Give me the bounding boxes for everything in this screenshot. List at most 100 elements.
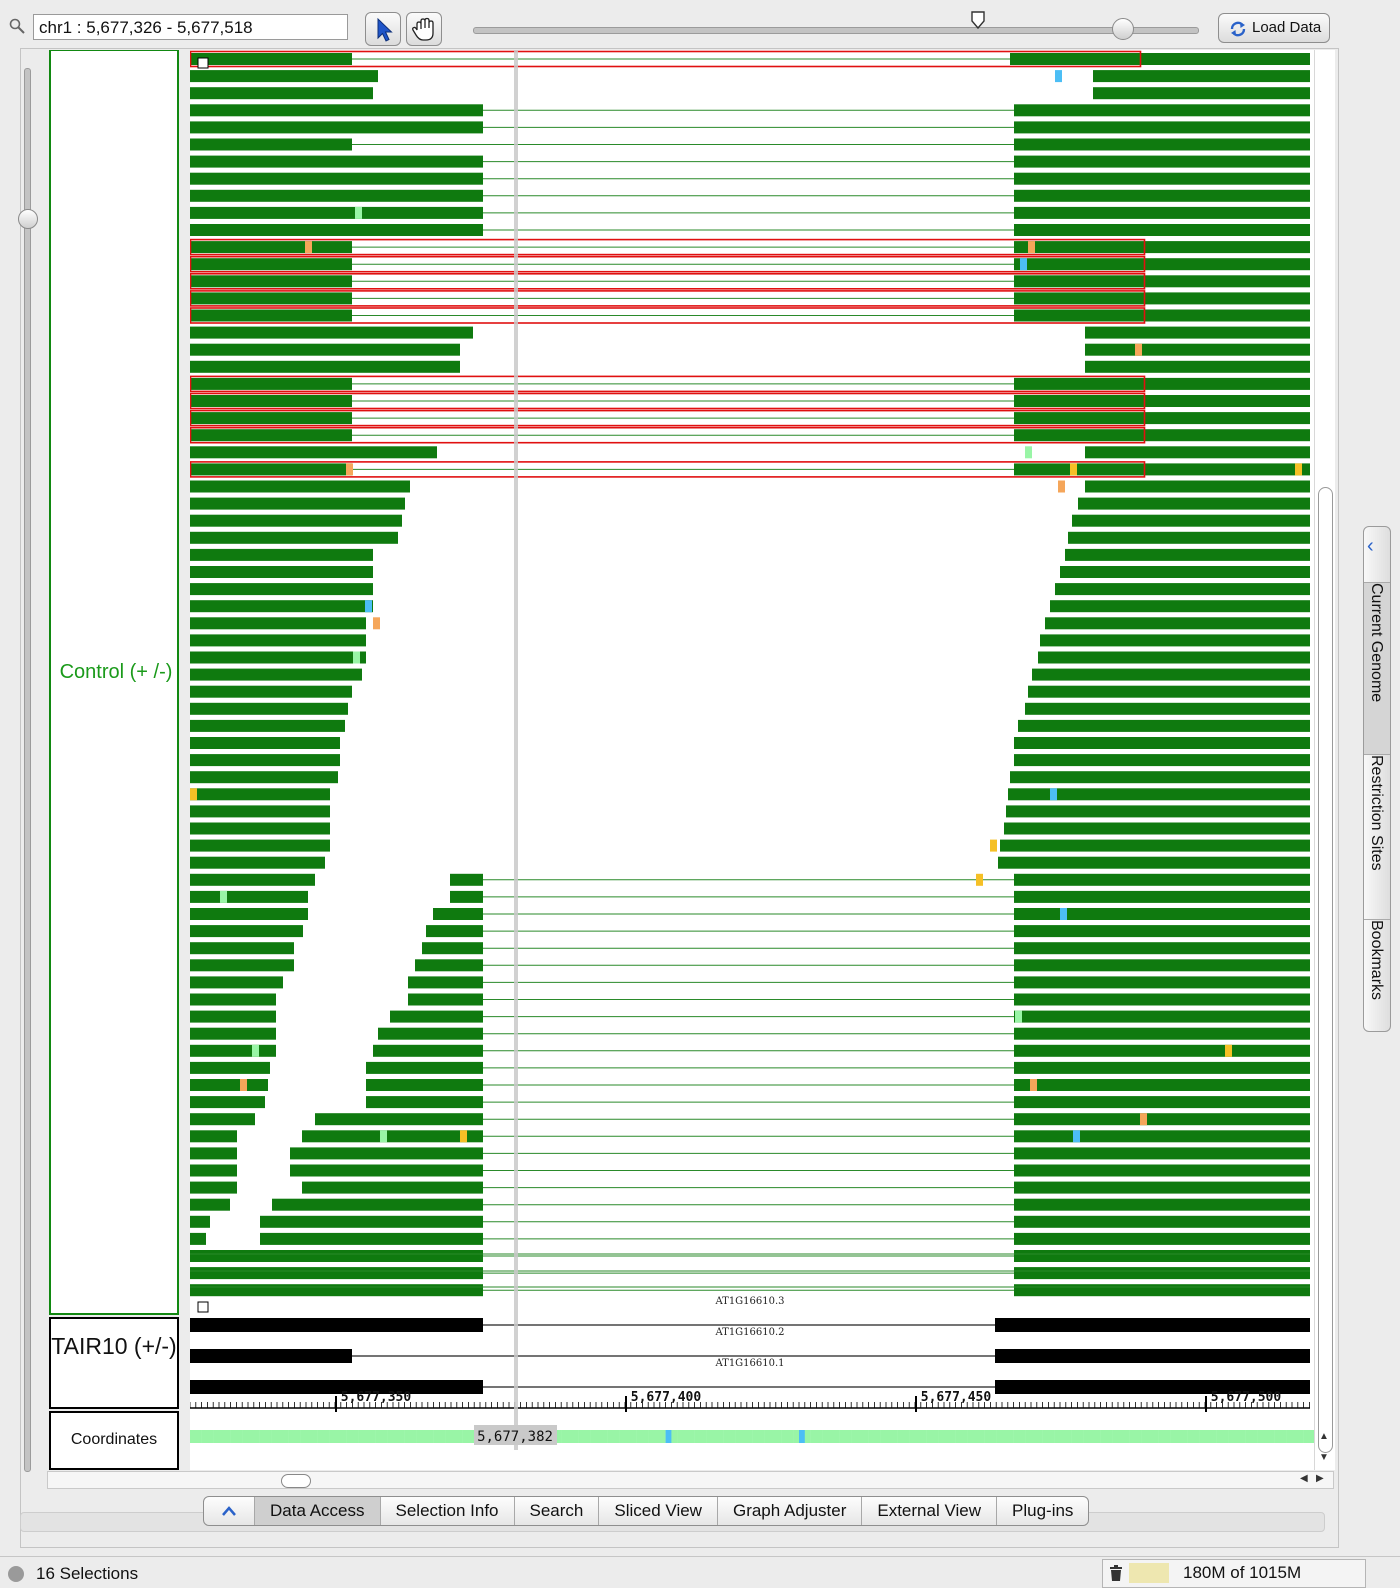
read-segment[interactable]	[1060, 566, 1310, 578]
read-segment[interactable]	[1085, 343, 1310, 356]
read-segment[interactable]	[190, 1096, 265, 1109]
read-segment[interactable]	[190, 822, 330, 835]
load-data-button[interactable]: Load Data	[1218, 13, 1330, 43]
zoom-slider-track[interactable]	[473, 27, 1199, 34]
read-segment[interactable]	[1014, 1250, 1310, 1262]
read-segment[interactable]	[1014, 890, 1310, 903]
selected-read-outline[interactable]	[190, 426, 1146, 444]
read-segment[interactable]	[190, 1215, 210, 1228]
read-segment[interactable]	[426, 925, 483, 938]
read-segment[interactable]	[190, 925, 303, 938]
read-segment[interactable]	[1004, 822, 1310, 835]
read-segment[interactable]	[1014, 429, 1310, 442]
control-track-label[interactable]: Control (+ /-)	[49, 50, 179, 1315]
alignment-view[interactable]: AT1G16610.3 AT1G16610.2 AT1G16610.1 5,677,3…	[190, 50, 1314, 1470]
read-segment[interactable]	[190, 309, 352, 322]
read-segment[interactable]	[1014, 908, 1310, 920]
read-segment[interactable]	[190, 788, 330, 801]
read-segment[interactable]	[366, 1096, 483, 1109]
read-segment[interactable]	[190, 412, 352, 425]
read-segment[interactable]	[1014, 737, 1310, 749]
pan-tool-button[interactable]	[406, 12, 442, 46]
read-segment[interactable]	[1014, 1147, 1310, 1160]
coordinates-track-label[interactable]: Coordinates	[49, 1411, 179, 1470]
read-segment[interactable]	[1014, 959, 1310, 972]
read-segment[interactable]	[1014, 1181, 1310, 1194]
read-segment[interactable]	[1014, 121, 1310, 134]
read-segment[interactable]	[1014, 189, 1310, 202]
read-segment[interactable]	[373, 1044, 483, 1057]
read-segment[interactable]	[1085, 360, 1310, 373]
tab-selection-info[interactable]: Selection Info	[379, 1497, 514, 1525]
read-segment[interactable]	[1014, 377, 1310, 390]
read-segment[interactable]	[433, 908, 483, 920]
read-segment[interactable]	[1014, 1079, 1310, 1091]
read-segment[interactable]	[366, 1079, 483, 1091]
read-segment[interactable]	[190, 155, 483, 168]
read-segment[interactable]	[1014, 1061, 1310, 1074]
tab-sliced-view[interactable]: Sliced View	[598, 1497, 717, 1525]
read-segment[interactable]	[190, 1267, 483, 1280]
read-segment[interactable]	[390, 1010, 483, 1023]
selected-read-outline[interactable]	[190, 255, 1146, 273]
read-segment[interactable]	[1014, 1198, 1310, 1211]
read-segment[interactable]	[190, 702, 348, 715]
read-segment[interactable]	[190, 104, 483, 117]
gene-exon[interactable]	[995, 1349, 1310, 1363]
read-segment[interactable]	[190, 1198, 230, 1211]
read-segment[interactable]	[1014, 104, 1310, 117]
read-segment[interactable]	[1014, 1232, 1310, 1245]
read-segment[interactable]	[1038, 651, 1310, 664]
tab-current-genome[interactable]: Current Genome	[1364, 582, 1390, 755]
read-segment[interactable]	[1045, 617, 1310, 630]
vertical-zoom-track[interactable]	[24, 68, 31, 1472]
read-segment[interactable]	[1014, 463, 1310, 476]
read-segment[interactable]	[190, 326, 473, 339]
read-segment[interactable]	[1068, 531, 1310, 544]
read-segment[interactable]	[1014, 395, 1310, 407]
tab-restriction-sites[interactable]: Restriction Sites	[1364, 754, 1390, 920]
read-segment[interactable]	[1000, 839, 1310, 852]
read-segment[interactable]	[1014, 138, 1310, 151]
read-segment[interactable]	[1014, 976, 1310, 989]
read-segment[interactable]	[1014, 1027, 1310, 1040]
selected-read-outline[interactable]	[190, 375, 1146, 393]
read-segment[interactable]	[190, 275, 352, 288]
track-canvas[interactable]: AT1G16610.3 AT1G16610.2 AT1G16610.1 5,677,3…	[190, 50, 1314, 1470]
read-segment[interactable]	[190, 292, 352, 305]
horizontal-scrollbar[interactable]: ◀ ▶	[47, 1471, 1334, 1489]
read-segment[interactable]	[190, 377, 352, 390]
read-segment[interactable]	[450, 890, 483, 903]
read-segment[interactable]	[1014, 155, 1310, 168]
read-segment[interactable]	[190, 531, 398, 544]
read-segment[interactable]	[1085, 326, 1310, 339]
selected-read-outline[interactable]	[190, 238, 1146, 256]
horizontal-scroll-thumb[interactable]	[281, 1474, 311, 1488]
read-segment[interactable]	[190, 959, 294, 972]
selected-read-outline[interactable]	[190, 290, 1146, 307]
gene-exon[interactable]	[190, 1349, 352, 1363]
read-segment[interactable]	[272, 1198, 483, 1211]
read-segment[interactable]	[302, 1130, 483, 1143]
read-segment[interactable]	[190, 360, 460, 373]
read-segment[interactable]	[408, 976, 483, 989]
read-segment[interactable]	[190, 600, 373, 613]
read-segment[interactable]	[1014, 309, 1310, 322]
read-segment[interactable]	[190, 685, 352, 698]
read-segment[interactable]	[190, 976, 283, 989]
read-segment[interactable]	[190, 514, 402, 527]
read-segment[interactable]	[1093, 70, 1310, 83]
read-segment[interactable]	[190, 548, 373, 561]
read-segment[interactable]	[190, 754, 340, 767]
read-segment[interactable]	[260, 1215, 483, 1228]
read-segment[interactable]	[190, 1147, 237, 1160]
read-segment[interactable]	[190, 1061, 270, 1074]
read-segment[interactable]	[190, 890, 308, 903]
read-segment[interactable]	[190, 1284, 483, 1297]
selected-read-outline[interactable]	[190, 392, 1146, 410]
location-input[interactable]: chr1 : 5,677,326 - 5,677,518	[33, 14, 348, 40]
read-segment[interactable]	[190, 942, 294, 955]
read-segment[interactable]	[190, 1079, 268, 1091]
tab-bookmarks[interactable]: Bookmarks	[1364, 919, 1390, 1030]
read-segment[interactable]	[190, 1164, 237, 1177]
